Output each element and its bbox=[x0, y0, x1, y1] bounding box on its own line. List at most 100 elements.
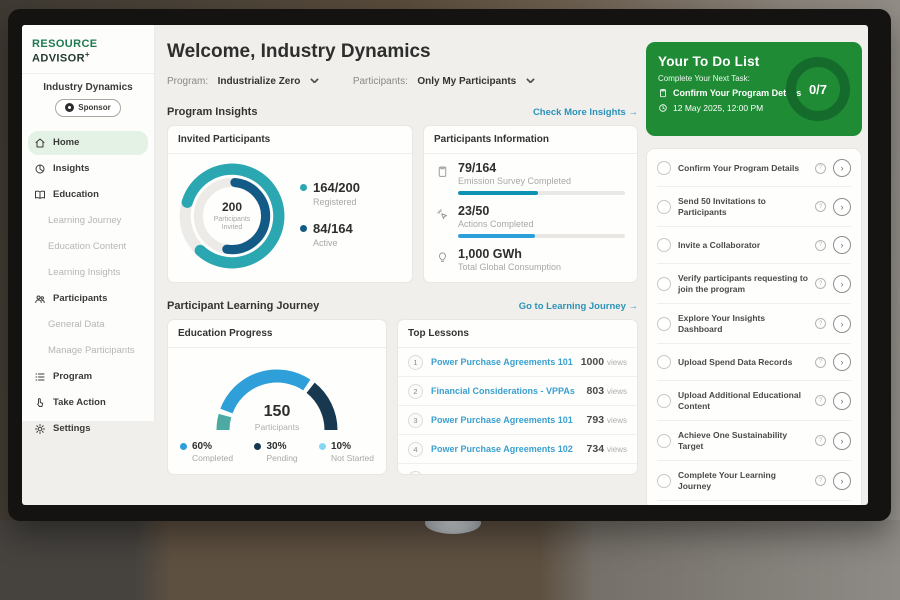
sidebar-item-label: Participants bbox=[53, 293, 107, 304]
task-open-button[interactable]: › bbox=[833, 275, 851, 293]
lesson-link[interactable]: Power Purchase Agreements 101 bbox=[431, 415, 579, 425]
chevron-down-icon[interactable] bbox=[526, 78, 535, 84]
progress-fill bbox=[458, 234, 535, 238]
lesson-link[interactable]: Power Purchase Agreements 102 bbox=[431, 444, 579, 454]
sidebar-item-label: Education bbox=[53, 189, 99, 200]
sidebar-item-home[interactable]: Home bbox=[28, 131, 148, 155]
section-title-learning-journey: Participant Learning Journey bbox=[167, 300, 319, 312]
gauge-legend: 60% Completed 30% Pending bbox=[168, 434, 386, 463]
photo-background: RESOURCE ADVISOR+ Industry Dynamics Spon… bbox=[0, 0, 900, 600]
gauge-center-label: Participants bbox=[202, 422, 352, 432]
lesson-link[interactable]: Power Purchase Agreements 103 bbox=[431, 473, 579, 475]
legend-dot bbox=[180, 443, 187, 450]
sidebar: RESOURCE ADVISOR+ Industry Dynamics Spon… bbox=[22, 25, 155, 421]
legend-value: 30% bbox=[266, 441, 286, 452]
sidebar-item-label: Take Action bbox=[53, 397, 106, 408]
go-to-learning-journey-link[interactable]: Go to Learning Journey → bbox=[519, 301, 638, 312]
task-checkbox[interactable] bbox=[657, 317, 671, 331]
link-label: Check More Insights bbox=[533, 107, 626, 118]
task-checkbox[interactable] bbox=[657, 200, 671, 214]
todo-list-card: Confirm Your Program Details ? › Send 50… bbox=[646, 148, 862, 505]
sidebar-item-general-data[interactable]: General Data bbox=[28, 313, 148, 337]
collapse-tasks-link[interactable]: Collapse Tasks bbox=[657, 501, 851, 505]
rank-badge: 2 bbox=[408, 384, 423, 399]
lesson-link[interactable]: Financial Considerations - VPPAs bbox=[431, 386, 579, 396]
task-open-button[interactable]: › bbox=[833, 159, 851, 177]
chevron-down-icon[interactable] bbox=[310, 78, 319, 84]
sponsor-icon bbox=[65, 103, 74, 112]
legend-item-active: 84/164 Active bbox=[300, 221, 360, 248]
task-open-button[interactable]: › bbox=[833, 432, 851, 450]
legend-value: 10% bbox=[331, 441, 351, 452]
brand-logo: RESOURCE ADVISOR+ bbox=[22, 35, 154, 74]
sidebar-item-education[interactable]: Education bbox=[28, 183, 148, 207]
task-open-button[interactable]: › bbox=[833, 236, 851, 254]
sponsor-badge[interactable]: Sponsor bbox=[55, 99, 121, 117]
sidebar-item-take-action[interactable]: Take Action bbox=[28, 391, 148, 415]
task-label: Upload Spend Data Records bbox=[678, 357, 808, 368]
task-row-confirm-program: Confirm Your Program Details ? › bbox=[657, 150, 851, 187]
todo-hero-card: Your To Do List Complete Your Next Task:… bbox=[646, 42, 862, 136]
views-suffix: views bbox=[607, 387, 627, 396]
task-open-button[interactable]: › bbox=[833, 353, 851, 371]
task-checkbox[interactable] bbox=[657, 161, 671, 175]
info-value: 1,000 GWh bbox=[458, 247, 625, 261]
sidebar-item-learning-insights[interactable]: Learning Insights bbox=[28, 261, 148, 285]
top-lessons-card: Top Lessons 1 Power Purchase Agreements … bbox=[397, 319, 638, 475]
task-label: Upload Additional Educational Content bbox=[678, 390, 808, 411]
sidebar-item-label: General Data bbox=[48, 319, 105, 330]
info-icon[interactable]: ? bbox=[815, 201, 826, 212]
legend-item-completed: 60% Completed bbox=[180, 441, 233, 463]
task-open-button[interactable]: › bbox=[833, 472, 851, 490]
sidebar-item-insights[interactable]: Insights bbox=[28, 157, 148, 181]
info-icon[interactable]: ? bbox=[815, 475, 826, 486]
sidebar-item-learning-journey[interactable]: Learning Journey bbox=[28, 209, 148, 233]
task-open-button[interactable]: › bbox=[833, 315, 851, 333]
check-more-insights-link[interactable]: Check More Insights → bbox=[533, 107, 638, 118]
rank-badge: 1 bbox=[408, 355, 423, 370]
info-icon[interactable]: ? bbox=[815, 163, 826, 174]
arrow-right-icon: → bbox=[629, 301, 639, 312]
info-icon[interactable]: ? bbox=[815, 240, 826, 251]
task-checkbox[interactable] bbox=[657, 394, 671, 408]
task-row-upload-spend-data: Upload Spend Data Records ? › bbox=[657, 344, 851, 381]
task-open-button[interactable]: › bbox=[833, 392, 851, 410]
info-icon[interactable]: ? bbox=[815, 395, 826, 406]
card-title: Education Progress bbox=[168, 320, 386, 348]
lesson-link[interactable]: Power Purchase Agreements 101 bbox=[431, 357, 573, 367]
info-icon[interactable]: ? bbox=[815, 435, 826, 446]
sidebar-item-manage-participants[interactable]: Manage Participants bbox=[28, 339, 148, 363]
task-label: Explore Your Insights Dashboard bbox=[678, 313, 808, 334]
views-count: 793 bbox=[587, 414, 605, 426]
task-checkbox[interactable] bbox=[657, 434, 671, 448]
sponsor-badge-label: Sponsor bbox=[78, 103, 110, 112]
task-checkbox[interactable] bbox=[657, 474, 671, 488]
legend-item-pending: 30% Pending bbox=[254, 441, 297, 463]
legend-value: 164/200 bbox=[313, 180, 360, 195]
info-icon[interactable]: ? bbox=[815, 357, 826, 368]
task-open-button[interactable]: › bbox=[833, 198, 851, 216]
task-label: Invite a Collaborator bbox=[678, 240, 808, 251]
dashboard-screen: RESOURCE ADVISOR+ Industry Dynamics Spon… bbox=[22, 25, 868, 505]
task-checkbox[interactable] bbox=[657, 277, 671, 291]
donut-center-value: 200 bbox=[222, 200, 242, 214]
legend-value: 60% bbox=[192, 441, 212, 452]
info-icon[interactable]: ? bbox=[815, 318, 826, 329]
views-count: 600 bbox=[587, 472, 605, 475]
sidebar-item-participants[interactable]: Participants bbox=[28, 287, 148, 311]
sidebar-item-settings[interactable]: Settings bbox=[28, 417, 148, 441]
info-icon[interactable]: ? bbox=[815, 278, 826, 289]
hand-pointer-icon bbox=[34, 397, 46, 409]
sidebar-item-education-content[interactable]: Education Content bbox=[28, 235, 148, 259]
program-filter[interactable]: Program: Industrialize Zero bbox=[167, 71, 319, 89]
task-checkbox[interactable] bbox=[657, 355, 671, 369]
sidebar-item-label: Learning Journey bbox=[48, 215, 121, 226]
education-progress-card: Education Progress 150 Participants bbox=[167, 319, 387, 475]
filter-bar: Program: Industrialize Zero Participants… bbox=[167, 71, 638, 89]
task-label: Verify participants requesting to join t… bbox=[678, 273, 808, 294]
sidebar-item-program[interactable]: Program bbox=[28, 365, 148, 389]
task-checkbox[interactable] bbox=[657, 238, 671, 252]
clipboard-icon bbox=[658, 88, 668, 98]
info-row-actions: 23/50 Actions Completed bbox=[436, 204, 625, 238]
participants-filter[interactable]: Participants: Only My Participants bbox=[353, 71, 535, 89]
